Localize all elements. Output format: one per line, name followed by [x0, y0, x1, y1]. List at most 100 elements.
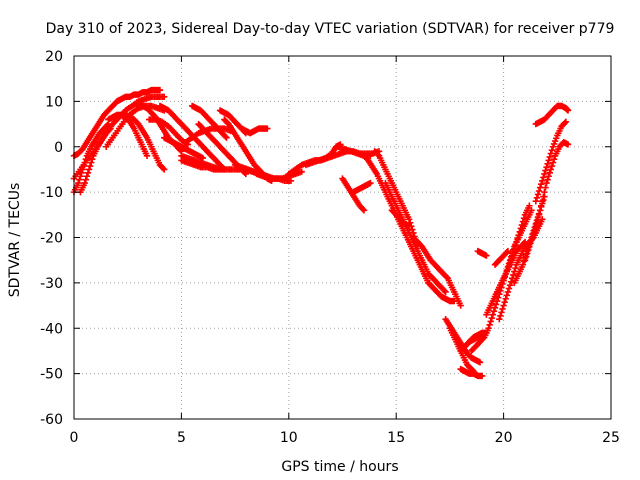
data-point: [536, 184, 544, 191]
data-point-interp: [86, 162, 94, 170]
data-point-interp: [359, 205, 367, 213]
data-point-interp: [535, 187, 543, 195]
data-point-interp: [534, 191, 542, 198]
data-point: [500, 302, 507, 309]
data-point: [143, 152, 151, 160]
data-point-interp: [511, 268, 518, 275]
data-point-interp: [547, 150, 555, 157]
data-point-interp: [531, 226, 538, 233]
data-point: [360, 207, 368, 214]
series-arc-26: [339, 175, 368, 214]
series-arc-49: [491, 247, 512, 268]
data-point: [161, 166, 168, 173]
data-point: [489, 311, 497, 318]
series-arc-33: [425, 279, 458, 305]
data-point-interp: [486, 321, 493, 329]
series-arc-13: [178, 152, 224, 173]
y-tick-label: -50: [40, 367, 63, 383]
data-point: [161, 93, 168, 101]
data-point: [442, 288, 449, 296]
y-tick-label: 0: [54, 140, 63, 156]
data-point-interp: [507, 278, 515, 285]
series-arc-27: [350, 179, 374, 196]
data-point-interp: [515, 232, 522, 239]
data-point-interp: [528, 236, 535, 243]
data-point-interp: [507, 255, 515, 263]
data-point: [298, 168, 305, 175]
data-point-interp: [497, 312, 504, 319]
data-point-interp: [548, 146, 556, 154]
series-arc-10: [156, 102, 228, 173]
series-arc-22: [231, 161, 290, 182]
data-point: [508, 252, 516, 259]
series-arc-7: [118, 111, 168, 173]
data-point-interp: [520, 215, 528, 222]
data-point-interp: [87, 159, 95, 166]
y-tick-label: 10: [45, 94, 63, 110]
data-point-interp: [80, 162, 87, 170]
data-point: [485, 325, 492, 332]
data-point-interp: [522, 253, 530, 260]
data-point-interp: [546, 153, 553, 161]
data-point-interp: [544, 160, 551, 167]
data-point: [541, 170, 548, 178]
data-point-interp: [527, 239, 534, 247]
data-point: [543, 179, 550, 187]
data-point: [483, 252, 490, 259]
data-point: [562, 118, 570, 125]
series-arc-46: [532, 118, 570, 205]
data-point-interp: [516, 228, 523, 236]
data-point: [156, 86, 164, 94]
data-point-interp: [479, 335, 487, 342]
data-point-interp: [506, 259, 514, 266]
data-point-interp: [537, 202, 545, 209]
series-arc-1: [70, 86, 164, 160]
series-arc-31: [388, 207, 413, 230]
data-point-interp: [495, 294, 502, 301]
x-tick-label: 0: [70, 430, 79, 446]
series-arc-9: [145, 116, 192, 148]
data-point: [81, 179, 88, 187]
data-point-interp: [441, 287, 448, 295]
data-point-interp: [511, 245, 518, 253]
data-point: [545, 157, 552, 164]
data-point-interp: [536, 207, 544, 214]
data-point-interp: [81, 159, 88, 166]
data-point-interp: [104, 121, 111, 129]
data-point-interp: [541, 188, 548, 196]
data-point: [526, 243, 533, 250]
data-point-interp: [506, 281, 514, 289]
y-tick-label: -30: [40, 276, 63, 292]
data-point: [526, 202, 533, 209]
data-point-interp: [540, 193, 547, 200]
data-point: [530, 229, 537, 237]
data-point-interp: [518, 221, 526, 229]
data-point-interp: [542, 167, 549, 174]
series-arc-19: [238, 125, 271, 137]
y-tick-label: -60: [40, 412, 63, 428]
y-tick-label: -10: [40, 185, 63, 201]
data-point: [216, 166, 224, 173]
data-point-interp: [505, 285, 513, 292]
y-tick-label: -20: [40, 231, 63, 247]
data-point: [496, 315, 503, 323]
data-point-interp: [492, 301, 500, 308]
data-point: [504, 247, 512, 255]
data-point-interp: [77, 173, 84, 180]
data-point-interp: [222, 133, 229, 140]
data-point: [517, 225, 524, 232]
x-tick-label: 20: [495, 430, 513, 446]
data-point-interp: [545, 173, 552, 180]
data-point-interp: [89, 156, 96, 163]
data-point-interp: [519, 218, 527, 225]
data-point: [478, 372, 486, 380]
data-point: [264, 125, 271, 132]
data-point-interp: [529, 233, 536, 240]
data-point: [513, 238, 520, 246]
data-point: [75, 179, 82, 187]
data-point: [534, 216, 542, 223]
data-point: [532, 198, 540, 205]
series-arc-45: [521, 139, 572, 264]
x-tick-label: 5: [177, 430, 186, 446]
